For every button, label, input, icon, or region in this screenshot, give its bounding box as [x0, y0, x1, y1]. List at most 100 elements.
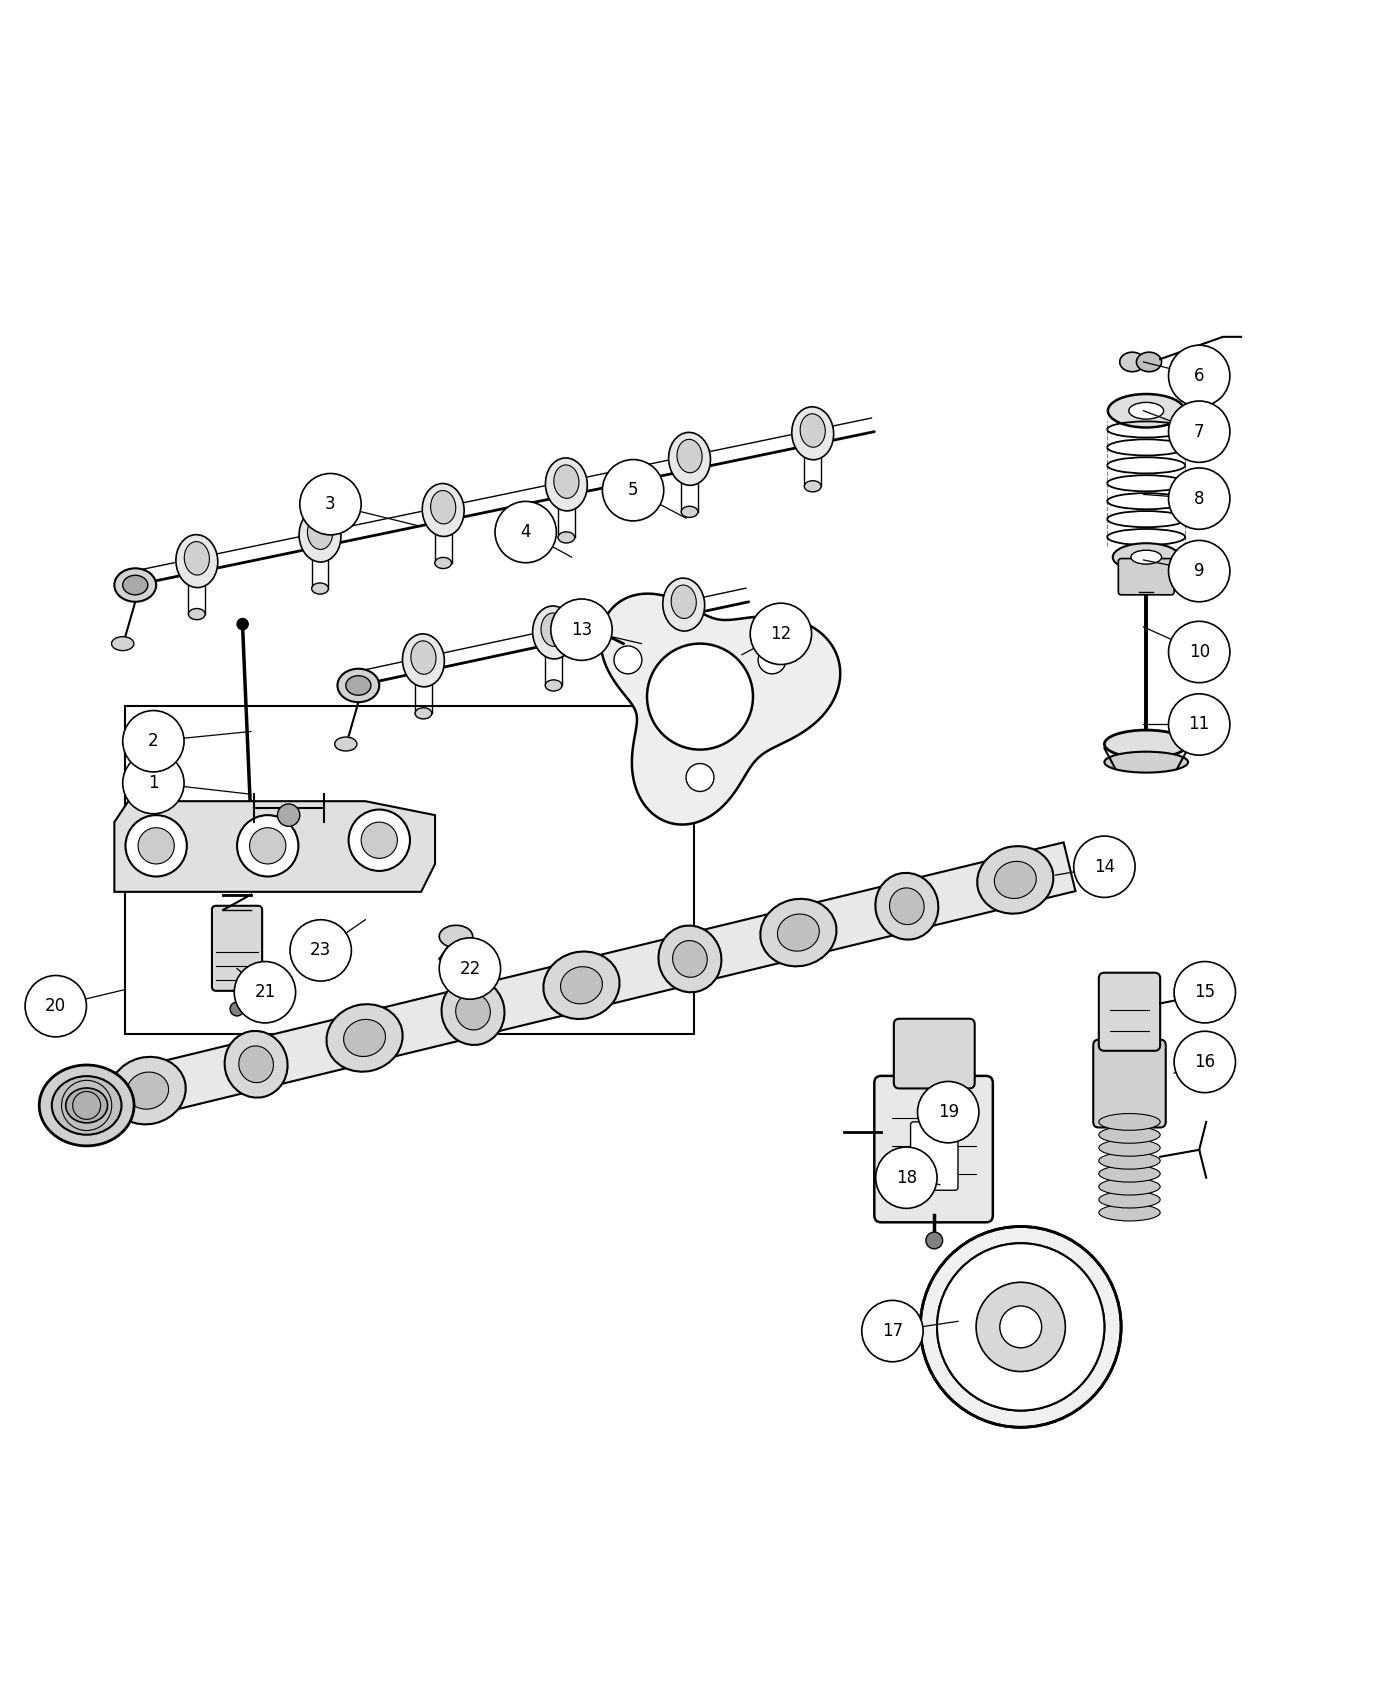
Circle shape: [917, 1081, 979, 1142]
Circle shape: [230, 1001, 244, 1017]
Ellipse shape: [224, 1030, 287, 1098]
Text: 8: 8: [1194, 490, 1204, 508]
FancyBboxPatch shape: [211, 906, 262, 991]
Circle shape: [686, 763, 714, 792]
Ellipse shape: [1137, 352, 1162, 372]
Polygon shape: [601, 593, 840, 824]
Circle shape: [862, 1300, 923, 1362]
Bar: [126, 707, 694, 1034]
Ellipse shape: [682, 507, 699, 517]
Ellipse shape: [346, 675, 371, 695]
Ellipse shape: [1099, 1114, 1161, 1130]
Ellipse shape: [308, 517, 333, 549]
Circle shape: [1169, 694, 1229, 755]
Ellipse shape: [545, 680, 561, 690]
Ellipse shape: [994, 862, 1036, 899]
Ellipse shape: [431, 491, 456, 524]
Ellipse shape: [126, 1073, 168, 1108]
Ellipse shape: [1207, 986, 1221, 1001]
FancyBboxPatch shape: [1099, 972, 1161, 1051]
Circle shape: [249, 828, 286, 864]
Circle shape: [1169, 401, 1229, 462]
Ellipse shape: [343, 1020, 385, 1056]
Text: 23: 23: [309, 942, 332, 959]
Circle shape: [1169, 620, 1229, 683]
Ellipse shape: [920, 1226, 1121, 1428]
Ellipse shape: [1099, 1164, 1161, 1181]
Text: 4: 4: [521, 524, 531, 541]
Text: 14: 14: [1093, 858, 1114, 876]
Ellipse shape: [675, 653, 692, 663]
FancyBboxPatch shape: [1093, 1040, 1166, 1127]
Ellipse shape: [1099, 1153, 1161, 1170]
Text: 5: 5: [627, 481, 638, 500]
Circle shape: [440, 938, 501, 1000]
Ellipse shape: [112, 638, 134, 651]
Circle shape: [925, 1232, 942, 1250]
Circle shape: [647, 644, 753, 750]
Text: 15: 15: [1194, 983, 1215, 1001]
Ellipse shape: [540, 614, 566, 646]
Ellipse shape: [423, 483, 465, 537]
Ellipse shape: [335, 738, 357, 751]
Ellipse shape: [669, 432, 710, 484]
FancyBboxPatch shape: [910, 1122, 958, 1190]
Circle shape: [976, 1282, 1065, 1372]
Ellipse shape: [455, 993, 490, 1030]
Circle shape: [496, 502, 556, 563]
Ellipse shape: [559, 532, 575, 542]
Ellipse shape: [410, 641, 435, 675]
Text: 12: 12: [770, 626, 791, 643]
Ellipse shape: [440, 925, 473, 947]
Circle shape: [300, 474, 361, 536]
Ellipse shape: [1105, 729, 1189, 758]
Ellipse shape: [1120, 352, 1145, 372]
Text: 6: 6: [1194, 367, 1204, 384]
Ellipse shape: [312, 583, 329, 593]
FancyBboxPatch shape: [875, 1076, 993, 1222]
Circle shape: [937, 1243, 1105, 1411]
Text: 17: 17: [882, 1323, 903, 1340]
Circle shape: [237, 814, 298, 877]
Circle shape: [25, 976, 87, 1037]
Text: 10: 10: [1189, 643, 1210, 661]
Circle shape: [1175, 962, 1235, 1023]
Ellipse shape: [39, 1064, 134, 1146]
Ellipse shape: [1113, 544, 1180, 571]
Text: 16: 16: [1194, 1052, 1215, 1071]
Ellipse shape: [1128, 403, 1163, 420]
Ellipse shape: [1099, 1127, 1161, 1142]
Circle shape: [1074, 836, 1135, 898]
Circle shape: [759, 646, 785, 673]
Ellipse shape: [441, 977, 504, 1046]
Ellipse shape: [1099, 1139, 1161, 1156]
Circle shape: [1175, 1032, 1235, 1093]
Circle shape: [361, 823, 398, 858]
Ellipse shape: [337, 668, 379, 702]
Circle shape: [139, 828, 174, 864]
Polygon shape: [115, 801, 435, 892]
Circle shape: [750, 604, 812, 665]
Ellipse shape: [792, 406, 833, 459]
Ellipse shape: [239, 1046, 273, 1083]
FancyBboxPatch shape: [893, 1018, 974, 1088]
Ellipse shape: [554, 464, 580, 498]
Ellipse shape: [662, 578, 704, 631]
Ellipse shape: [52, 1076, 122, 1134]
Circle shape: [123, 711, 183, 772]
Text: 11: 11: [1189, 716, 1210, 733]
Ellipse shape: [678, 439, 703, 473]
Circle shape: [1169, 468, 1229, 529]
Circle shape: [1169, 345, 1229, 406]
Ellipse shape: [977, 847, 1053, 913]
Circle shape: [1169, 541, 1229, 602]
Text: 9: 9: [1194, 563, 1204, 580]
Text: 18: 18: [896, 1168, 917, 1187]
Ellipse shape: [546, 457, 588, 512]
Ellipse shape: [402, 634, 444, 687]
Circle shape: [1000, 1306, 1042, 1348]
Text: 21: 21: [255, 983, 276, 1001]
Ellipse shape: [66, 1088, 108, 1124]
Ellipse shape: [185, 542, 210, 575]
Text: 3: 3: [325, 495, 336, 513]
